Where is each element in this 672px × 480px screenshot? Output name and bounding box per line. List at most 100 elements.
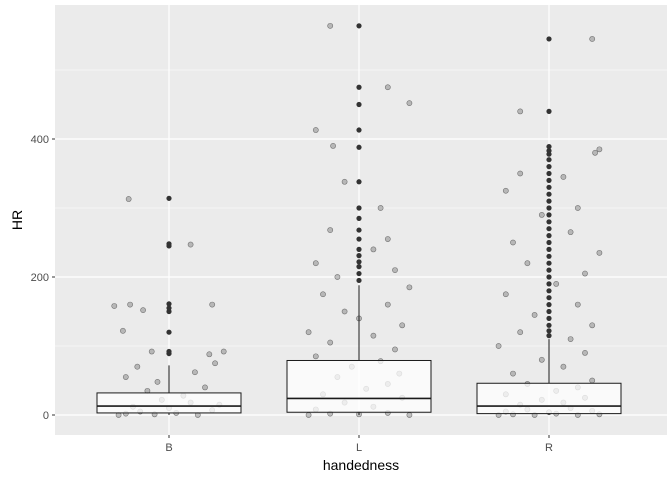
data-point-B [206, 351, 213, 358]
outlier-point [546, 205, 552, 211]
data-point-L [406, 412, 413, 418]
data-point-B [212, 360, 218, 367]
data-point-L [341, 178, 348, 185]
data-point-B [127, 301, 134, 308]
outlier-point [356, 127, 362, 133]
y-axis-title: HR [9, 210, 25, 230]
outlier-point [356, 84, 362, 90]
data-point-R [538, 211, 545, 218]
outlier-point [546, 274, 552, 280]
data-point-L [312, 353, 319, 360]
outlier-point [546, 302, 552, 308]
data-point-R [560, 174, 567, 180]
data-point-B [111, 303, 118, 309]
data-point-L [330, 142, 336, 149]
data-point-R [517, 170, 524, 177]
outlier-point [546, 288, 552, 294]
data-point-B [134, 363, 141, 370]
outlier-point [546, 295, 552, 301]
outlier-point [356, 270, 362, 277]
x-tick-label: L [356, 442, 362, 454]
outlier-point [166, 195, 172, 201]
outlier-point [546, 170, 552, 177]
data-point-L [327, 339, 334, 346]
data-point-R [553, 280, 560, 287]
data-point-B [148, 348, 155, 355]
data-point-R [524, 260, 531, 267]
y-tick-label: 0 [43, 410, 49, 422]
outlier-point [546, 184, 552, 190]
data-point-R [589, 377, 596, 384]
data-point-R [574, 301, 581, 308]
outlier-point [356, 179, 362, 185]
box-L [286, 23, 432, 415]
data-point-R [517, 108, 524, 115]
data-point-R [560, 363, 567, 370]
x-tick-label: R [545, 442, 553, 454]
outlier-point [356, 246, 362, 252]
data-point-B [140, 307, 146, 314]
box-R [476, 36, 622, 415]
outlier-point [356, 236, 362, 242]
data-point-L [384, 301, 391, 308]
outlier-point [546, 308, 552, 315]
data-point-R [538, 356, 545, 363]
box-body [96, 392, 242, 414]
outlier-point [546, 198, 552, 204]
outlier-point [546, 260, 552, 266]
outlier-point [546, 226, 552, 232]
box-body [476, 382, 622, 415]
outlier-point [546, 36, 552, 42]
outlier-point [546, 157, 552, 163]
outlier-point [546, 253, 552, 259]
outlier-point [546, 191, 552, 197]
data-point-R [596, 249, 603, 256]
data-point-L [327, 227, 334, 233]
outlier-point [546, 164, 552, 170]
data-point-L [384, 84, 391, 91]
data-point-R [510, 370, 516, 377]
x-tick-label: B [165, 442, 172, 454]
x-axis-title: handedness [323, 457, 399, 473]
outlier-point [546, 322, 552, 328]
boxes [96, 23, 622, 415]
box-B [96, 195, 242, 415]
outlier-point [546, 177, 552, 183]
data-point-L [305, 329, 312, 336]
outlier-point [356, 101, 362, 108]
outlier-point [546, 281, 552, 287]
outlier-point [356, 144, 362, 150]
data-point-L [312, 260, 319, 267]
data-point-L [370, 332, 377, 339]
box-body [286, 359, 432, 413]
data-point-L [377, 205, 384, 211]
data-point-L [406, 100, 413, 107]
outlier-point [356, 227, 362, 233]
data-point-L [392, 267, 398, 273]
data-point-B [209, 301, 216, 308]
data-point-B [187, 241, 194, 248]
data-point-R [567, 336, 574, 342]
data-point-R [517, 329, 524, 336]
outlier-point [546, 108, 552, 114]
outlier-point [546, 239, 552, 246]
outlier-point [546, 267, 552, 273]
data-point-R [589, 322, 596, 329]
data-point-L [320, 291, 326, 298]
y-axis: 0 200 400 [31, 134, 55, 422]
data-point-L [334, 274, 341, 280]
data-point-B [154, 378, 161, 385]
data-point-L [312, 127, 319, 133]
outlier-point [356, 259, 362, 265]
outlier-point [356, 277, 362, 284]
data-point-R [531, 312, 538, 318]
outlier-point [546, 233, 552, 239]
data-point-L [305, 412, 312, 418]
data-point-L [370, 246, 377, 253]
outlier-point [546, 148, 552, 154]
data-point-R [582, 270, 588, 277]
data-point-L [341, 308, 348, 315]
